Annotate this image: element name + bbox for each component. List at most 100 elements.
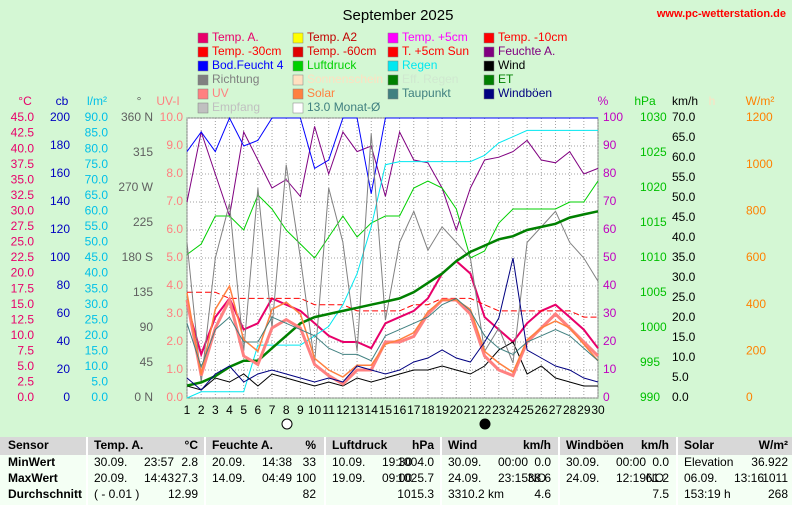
- legend-label: Luftdruck: [307, 58, 357, 72]
- y-tick-label: 140: [50, 194, 70, 208]
- series-line: [186, 126, 599, 232]
- table-cell: 10.09.: [332, 455, 365, 469]
- plot-area: [186, 117, 599, 399]
- y-tick-label: 2.5: [17, 375, 34, 389]
- x-tick-label: 30: [591, 403, 605, 417]
- legend-swatch: [197, 46, 209, 58]
- y-tick-label: 40.0: [11, 141, 35, 155]
- y-tick-label: 25.0: [672, 290, 696, 304]
- legend-swatch: [483, 88, 495, 100]
- y-tick-label: 75.0: [85, 157, 109, 171]
- table-header-unit: °C: [185, 438, 199, 452]
- x-tick-label: 12: [336, 403, 350, 417]
- y-tick-label: 0: [746, 390, 753, 404]
- table-cell: 4.6: [534, 487, 551, 501]
- y-tick-label: 60.0: [672, 150, 696, 164]
- x-tick-label: 20: [450, 403, 464, 417]
- table-cell: 153:19 h: [684, 487, 731, 501]
- table-cell: 0.0: [534, 455, 551, 469]
- legend-swatch: [292, 88, 304, 100]
- legend-swatch: [387, 32, 399, 44]
- y-tick-label: 65.0: [85, 188, 109, 202]
- y-tick-label: 27.5: [11, 219, 35, 233]
- legend-swatch: [197, 60, 209, 72]
- x-tick-label: 22: [478, 403, 492, 417]
- y-tick-label: 90: [603, 138, 617, 152]
- x-tick-label: 23: [492, 403, 506, 417]
- y-tick-label: 10.0: [672, 350, 696, 364]
- legend-label: Temp. -60cm: [307, 44, 376, 58]
- table-cell: 38.6: [528, 471, 552, 485]
- x-tick-label: 6: [255, 403, 262, 417]
- y-tick-label: 180 S: [122, 250, 153, 264]
- x-tick-label: 3: [212, 403, 219, 417]
- table-cell: 100: [296, 471, 316, 485]
- axis-title: l/m²: [87, 94, 107, 108]
- y-tick-label: 20: [57, 362, 71, 376]
- table-cell: 00:00: [498, 455, 528, 469]
- legend-swatch: [387, 60, 399, 72]
- legend-swatch: [483, 60, 495, 72]
- y-tick-label: 15.0: [11, 297, 35, 311]
- y-tick-label: 135: [133, 285, 153, 299]
- table-cell: 24.09.: [566, 471, 599, 485]
- legend-label: Empfang: [212, 100, 260, 114]
- table-cell: 30.09.: [94, 455, 127, 469]
- x-tick-label: 26: [535, 403, 549, 417]
- y-tick-label: 12.5: [11, 312, 35, 326]
- new-moon-icon: [479, 418, 491, 430]
- x-tick-label: 21: [464, 403, 478, 417]
- y-tick-label: 1015: [640, 215, 667, 229]
- x-tick-label: 28: [563, 403, 577, 417]
- y-tick-label: 45: [140, 355, 154, 369]
- legend-label: Taupunkt: [402, 86, 451, 100]
- y-tick-label: 65.0: [672, 130, 696, 144]
- y-tick-label: 0: [603, 390, 610, 404]
- y-tick-label: 800: [746, 204, 766, 218]
- y-tick-label: 37.5: [11, 157, 35, 171]
- legend-swatch: [387, 74, 399, 86]
- x-tick-label: 8: [283, 403, 290, 417]
- y-tick-label: 90.0: [85, 110, 109, 124]
- axis-title: °C: [18, 94, 32, 108]
- x-tick-label: 14: [365, 403, 379, 417]
- y-tick-label: 50: [603, 250, 617, 264]
- y-tick-label: 1010: [640, 250, 667, 264]
- table-cell: 268: [768, 487, 788, 501]
- table-cell: 0.0: [652, 455, 669, 469]
- table-cell: 20.09.: [212, 455, 245, 469]
- y-tick-label: 200: [746, 344, 766, 358]
- y-tick-label: 1025: [640, 145, 667, 159]
- axis-title: cb: [56, 94, 69, 108]
- table-header-unit: km/h: [641, 438, 669, 452]
- y-tick-label: 85.0: [85, 126, 109, 140]
- y-tick-label: 25.0: [85, 312, 109, 326]
- y-tick-label: 0.0: [166, 390, 183, 404]
- y-tick-label: 20.0: [85, 328, 109, 342]
- table-cell: 12.99: [168, 487, 198, 501]
- y-tick-label: 1000: [746, 157, 773, 171]
- legend-label: Richtung: [212, 72, 259, 86]
- table-cell: 23:15NO: [498, 471, 546, 485]
- legend-swatch: [197, 32, 209, 44]
- y-tick-label: 45.0: [11, 110, 35, 124]
- y-tick-label: 5.0: [672, 370, 689, 384]
- x-tick-label: 17: [407, 403, 421, 417]
- full-moon-icon: [281, 418, 293, 430]
- series-line: [186, 257, 599, 391]
- table-cell: 14:38: [262, 455, 292, 469]
- legend-swatch: [292, 102, 304, 114]
- y-tick-label: 3.0: [166, 306, 183, 320]
- series-line: [186, 297, 599, 369]
- y-tick-label: 1020: [640, 180, 667, 194]
- legend-swatch: [387, 46, 399, 58]
- y-tick-label: 30.0: [85, 297, 109, 311]
- legend-swatch: [483, 32, 495, 44]
- y-tick-label: 45.0: [672, 210, 696, 224]
- series-line: [186, 180, 599, 259]
- table-cell: 00:00: [616, 455, 646, 469]
- y-tick-label: 20: [603, 334, 617, 348]
- x-tick-label: 9: [297, 403, 304, 417]
- x-tick-label: 27: [549, 403, 563, 417]
- y-tick-label: 80: [57, 278, 71, 292]
